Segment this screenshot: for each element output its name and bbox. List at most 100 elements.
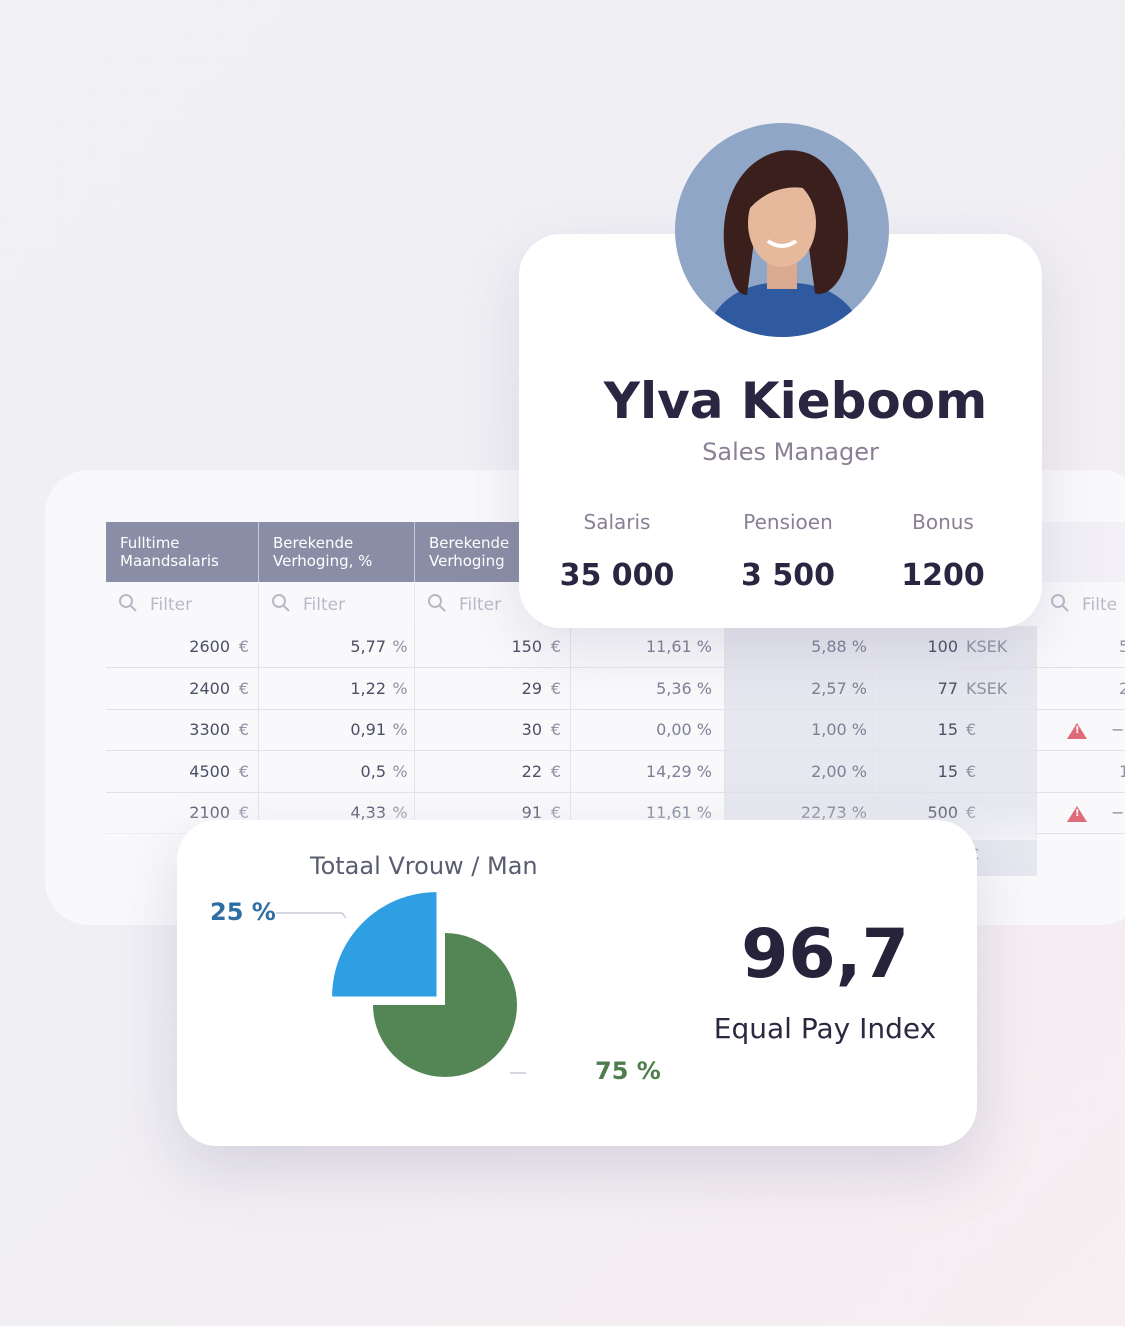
table-cell: 2400 € bbox=[106, 668, 259, 709]
table-cell: 100 KSEK bbox=[880, 626, 1037, 667]
stat-label: Bonus bbox=[912, 510, 974, 534]
table-row[interactable]: 2400 €1,22% 29 €5,36 % 2,57 % 77 KSEK 2 bbox=[106, 668, 1125, 710]
search-icon bbox=[428, 594, 446, 612]
cell-value: 2,00 % bbox=[811, 762, 867, 781]
cell-value: 0,00 % bbox=[656, 720, 712, 739]
cell-unit: % bbox=[392, 637, 408, 656]
table-cell: 5,88 % bbox=[725, 626, 880, 667]
table-cell: 14,29 % bbox=[571, 751, 725, 792]
table-cell: 0,00 % bbox=[571, 709, 725, 750]
cell-unit: € bbox=[550, 762, 562, 781]
cell-value: 1,00 % bbox=[811, 720, 867, 739]
table-row[interactable]: 3300 €0,91% 30 €0,00 % 1,00 % 15 € −1 bbox=[106, 709, 1125, 751]
cell-value: 100 bbox=[927, 637, 958, 656]
avatar bbox=[675, 123, 889, 337]
cell-value: 22 bbox=[521, 762, 542, 781]
cell-unit: KSEK bbox=[966, 679, 1008, 698]
table-cell: 5,36 % bbox=[571, 668, 725, 709]
stat-label: Pensioen bbox=[743, 510, 833, 534]
cell-value: 4500 bbox=[189, 762, 230, 781]
table-cell: 150 € bbox=[415, 626, 571, 667]
cell-unit: KSEK bbox=[966, 637, 1008, 656]
cell-unit: € bbox=[550, 720, 562, 739]
search-icon bbox=[1051, 594, 1069, 612]
table-cell: 1,22% bbox=[259, 668, 415, 709]
stat-salaris: Salaris 35 000 bbox=[527, 510, 707, 593]
cell-unit: € bbox=[550, 679, 562, 698]
table-cell: 2,00 % bbox=[725, 751, 880, 792]
filter-placeholder: Filter bbox=[303, 595, 346, 615]
stat-label: Salaris bbox=[583, 510, 651, 534]
filter-placeholder: Filte bbox=[1082, 595, 1118, 615]
filter-field-1[interactable]: Filter bbox=[106, 583, 259, 626]
table-cell: 22 € bbox=[415, 751, 571, 792]
table-cell: 0,91% bbox=[259, 709, 415, 750]
cell-value: 15 bbox=[937, 762, 958, 781]
table-cell: 12 bbox=[1037, 751, 1125, 792]
equal-pay-index-label: Equal Pay Index bbox=[713, 1012, 937, 1045]
warning-icon bbox=[1067, 722, 1087, 739]
chart-title: Totaal Vrouw / Man bbox=[310, 852, 538, 880]
cell-value: 1,22 bbox=[350, 679, 386, 698]
cell-value: 5 bbox=[1119, 637, 1125, 656]
filter-placeholder: Filter bbox=[459, 595, 502, 615]
stat-pensioen: Pensioen 3 500 bbox=[698, 510, 878, 593]
column-header-partial bbox=[1040, 522, 1125, 582]
warning-icon bbox=[1067, 805, 1087, 822]
table-cell: 29 € bbox=[415, 668, 571, 709]
table-cell: 15 € bbox=[880, 709, 1037, 750]
slice-label-75: 75 % bbox=[595, 1057, 661, 1085]
cell-unit: € bbox=[966, 720, 977, 739]
table-cell: −1 bbox=[1037, 792, 1125, 833]
slice-label-25: 25 % bbox=[210, 898, 276, 926]
table-row[interactable]: 2600 €5,77% 150 € 11,61 % 5,88 % 100 KSEK 5 bbox=[106, 626, 1125, 668]
stat-value: 3 500 bbox=[741, 558, 835, 593]
cell-unit: € bbox=[238, 679, 250, 698]
table-cell: 5 bbox=[1037, 626, 1125, 667]
stat-value: 1200 bbox=[901, 558, 985, 593]
table-cell: 2,57 % bbox=[725, 668, 880, 709]
cell-value: 2600 bbox=[189, 637, 230, 656]
table-cell: 0,5% bbox=[259, 751, 415, 792]
search-icon bbox=[272, 594, 290, 612]
cell-value: 29 bbox=[521, 679, 542, 698]
table-cell: 4500 € bbox=[106, 751, 259, 792]
cell-unit: % bbox=[392, 679, 408, 698]
cell-value: −1 bbox=[1111, 720, 1125, 739]
filter-field-2[interactable]: Filter bbox=[259, 583, 415, 626]
cell-value: 2 bbox=[1119, 679, 1125, 698]
cell-value: 77 bbox=[937, 679, 958, 698]
table-row[interactable]: 4500 €0,5% 22 €14,29 % 2,00 % 15 €12 bbox=[106, 751, 1125, 793]
employee-role: Sales Manager bbox=[702, 438, 879, 466]
cell-value: 0,5 bbox=[360, 762, 386, 781]
stat-bonus: Bonus 1200 bbox=[853, 510, 1033, 593]
pie-slice-25 bbox=[332, 892, 437, 997]
search-icon bbox=[119, 594, 137, 612]
cell-value: 30 bbox=[521, 720, 542, 739]
pie-chart bbox=[276, 892, 526, 1077]
cell-value: 2400 bbox=[189, 679, 230, 698]
cell-unit: € bbox=[238, 720, 250, 739]
equal-pay-index-value: 96,7 bbox=[741, 915, 909, 994]
table-cell: 30 € bbox=[415, 709, 571, 750]
table-cell: −1 bbox=[1037, 709, 1125, 750]
pie-slice-75 bbox=[373, 933, 517, 1077]
column-header-verhoging-pct[interactable]: Berekende Verhoging, % bbox=[259, 522, 415, 582]
stat-value: 35 000 bbox=[559, 558, 675, 593]
cell-value: 5,36 % bbox=[656, 679, 712, 698]
table-cell: 11,61 % bbox=[571, 626, 725, 667]
cell-value: 2,57 % bbox=[811, 679, 867, 698]
cell-value: 5,77 bbox=[350, 637, 386, 656]
employee-name: Ylva Kieboom bbox=[603, 372, 988, 430]
cell-unit: € bbox=[966, 762, 977, 781]
cell-value: 11,61 % bbox=[645, 637, 712, 656]
cell-value: 5,88 % bbox=[811, 637, 867, 656]
table-cell: 15 € bbox=[880, 751, 1037, 792]
cell-value: 14,29 % bbox=[645, 762, 712, 781]
cell-unit: € bbox=[238, 637, 250, 656]
table-cell: 1,00 % bbox=[725, 709, 880, 750]
table-cell: 3300 € bbox=[106, 709, 259, 750]
cell-unit: € bbox=[238, 762, 250, 781]
filter-field-8[interactable]: Filte bbox=[1038, 583, 1125, 626]
column-header-maandsalaris[interactable]: Fulltime Maandsalaris bbox=[106, 522, 259, 582]
